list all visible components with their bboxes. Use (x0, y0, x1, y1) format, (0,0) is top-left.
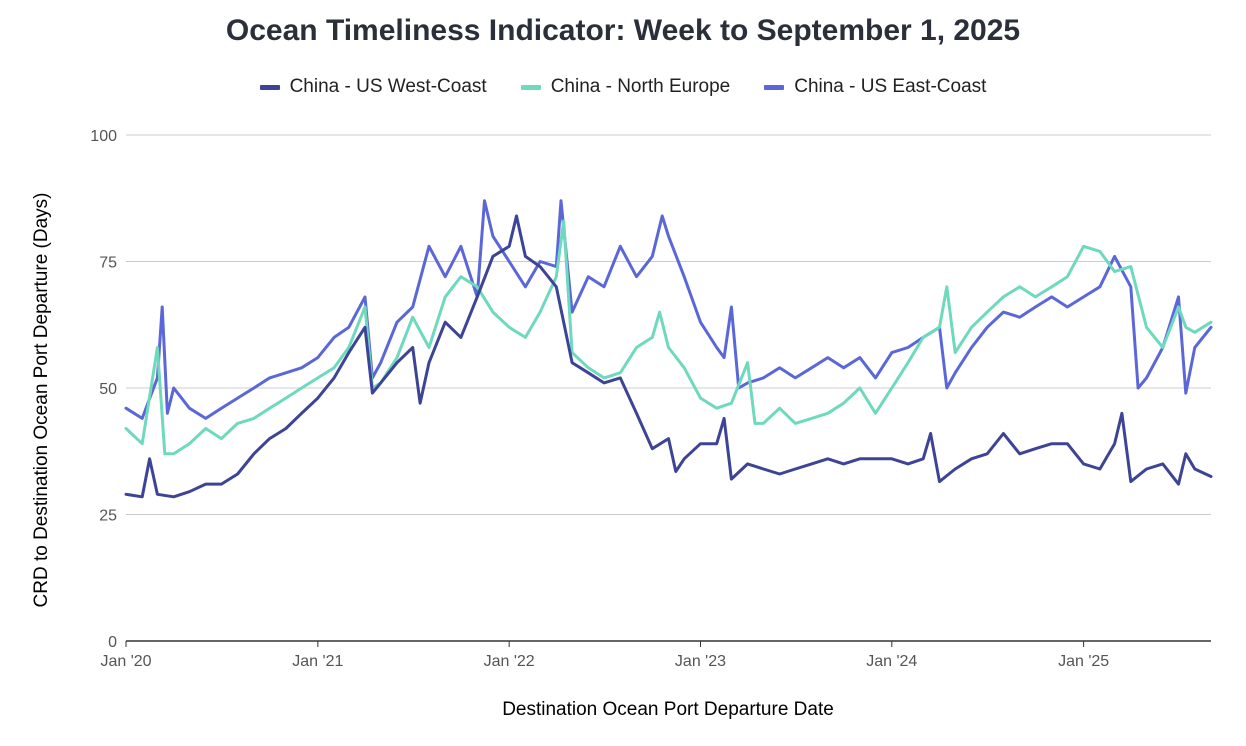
x-tick-label-4: Jan '24 (866, 653, 917, 670)
y-tick-label-75: 75 (99, 255, 117, 272)
legend-label-us-west-coast: China - US West-Coast (289, 76, 487, 97)
y-tick-label-100: 100 (90, 128, 117, 145)
x-tick-label-2: Jan '22 (484, 653, 535, 670)
legend: China - US West-Coast China - North Euro… (0, 76, 1246, 98)
series-line-0 (124, 214, 1213, 499)
y-tick-label-50: 50 (99, 381, 117, 398)
chart-title: Ocean Timeliness Indicator: Week to Sept… (225, 14, 1021, 47)
x-axis-label: Destination Ocean Port Departure Date (502, 699, 834, 720)
series-line-2 (124, 199, 1213, 420)
legend-item-us-west-coast[interactable]: China - US West-Coast (259, 76, 487, 98)
gridlines (126, 134, 1211, 515)
legend-swatch-us-east-coast (764, 84, 785, 90)
x-tick-label-5: Jan '25 (1058, 653, 1109, 670)
x-tick-label-0: Jan '20 (100, 653, 151, 670)
y-tick-label-0: 0 (108, 634, 117, 651)
axes: 0 25 50 75 100 Jan '20 Jan '21 Jan '22 Jan '23 Ja… (90, 128, 1211, 670)
legend-item-us-east-coast[interactable]: China - US East-Coast (764, 76, 986, 98)
y-tick-label-25: 25 (99, 508, 117, 525)
legend-swatch-north-europe (520, 84, 541, 90)
legend-swatch-us-west-coast (259, 84, 280, 90)
series-lines (124, 199, 1213, 499)
legend-label-north-europe: China - North Europe (550, 76, 731, 97)
legend-item-north-europe[interactable]: China - North Europe (520, 76, 731, 98)
x-tick-label-3: Jan '23 (675, 653, 726, 670)
legend-label-us-east-coast: China - US East-Coast (794, 76, 987, 97)
series-line-1 (124, 219, 1213, 456)
y-axis-label: CRD to Destination Ocean Port Departure … (31, 192, 52, 608)
x-tick-label-1: Jan '21 (292, 653, 343, 670)
